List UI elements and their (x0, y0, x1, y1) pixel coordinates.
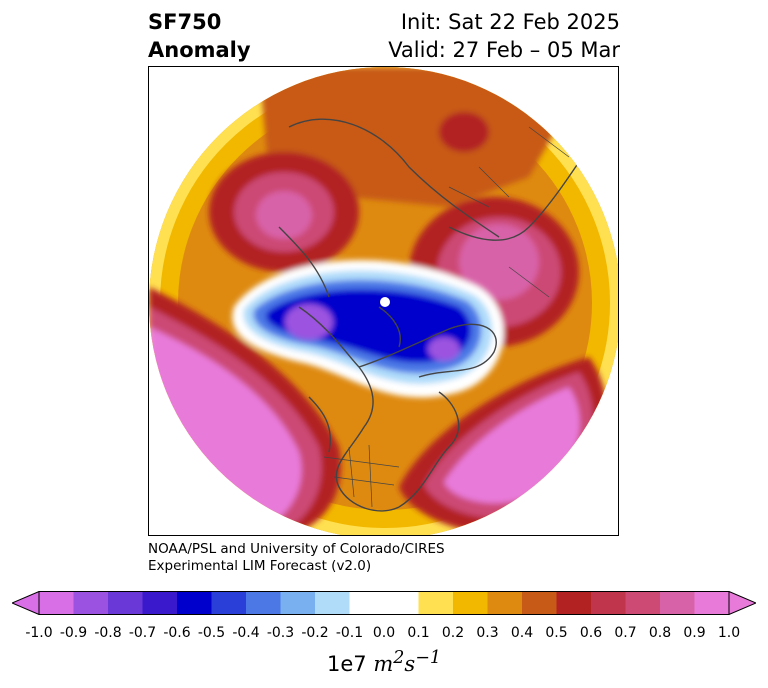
colorbar-tick-label: -0.1 (335, 625, 364, 641)
colorbar-segment (246, 591, 281, 615)
colorbar-tick-label: 0.5 (545, 625, 568, 641)
unit-m: m (373, 652, 394, 676)
colorbar-segment (315, 591, 350, 615)
colorbar-segment (108, 591, 143, 615)
greenland-negative-center (428, 337, 460, 361)
forecast-dates: Init: Sat 22 Feb 2025 Valid: 27 Feb – 05… (388, 8, 620, 64)
colorbar-tick-label: -0.3 (266, 625, 295, 641)
title-variable: SF750 (148, 10, 222, 34)
anomaly-map (149, 67, 618, 535)
title-type: Anomaly (148, 38, 251, 62)
colorbar-tick-labels: -1.0 -0.9 -0.8 -0.7 -0.6 -0.5 -0.4 -0.3 -0.2 -0.1… (0, 625, 768, 645)
positive-center-north (439, 112, 489, 152)
north-pole-marker (380, 297, 390, 307)
colorbar-tick-label: -0.8 (94, 625, 122, 641)
colorbar-tick-label: 0.9 (683, 625, 706, 641)
colorbar-segment (556, 591, 592, 615)
data-credit: NOAA/PSL and University of Colorado/CIRE… (148, 541, 445, 575)
colorbar-segment (694, 591, 730, 615)
atlantic-positive-core (444, 387, 580, 504)
colorbar-segment (73, 591, 109, 615)
colorbar-extend-low (12, 591, 40, 615)
colorbar-tick-label: -0.9 (59, 625, 88, 641)
colorbar-tick-label: 0.3 (476, 625, 499, 641)
map-title: SF750 Anomaly (148, 8, 251, 64)
colorbar-tick-label: -0.6 (163, 625, 191, 641)
unit-s: s (404, 652, 416, 676)
colorbar-tick-label: 0.8 (648, 625, 672, 641)
colorbar-tick-label: 0.1 (407, 625, 430, 641)
colorbar-segment (522, 591, 557, 615)
colorbar-tick-label: 0.7 (614, 625, 637, 641)
colorbar-tick-label: -0.7 (128, 625, 157, 641)
colorbar-segment (142, 591, 178, 615)
colorbar-tick-label: -0.5 (197, 625, 226, 641)
siberia-positive-core (256, 191, 312, 239)
colorbar-segment (349, 591, 385, 615)
coastlines (278, 118, 590, 512)
colorbar-segment (487, 591, 523, 615)
credit-line-1: NOAA/PSL and University of Colorado/CIRE… (148, 541, 445, 557)
colorbar-segment (418, 591, 454, 615)
credit-line-2: Experimental LIM Forecast (v2.0) (148, 558, 372, 574)
colorbar-segment (591, 591, 626, 615)
colorbar-frame (38, 591, 730, 615)
east-positive-core (459, 224, 539, 300)
colorbar-segment (211, 591, 247, 615)
colorbar (12, 591, 756, 615)
borders (323, 126, 570, 508)
colorbar-tick-label: 1.0 (717, 625, 741, 641)
colorbar-segment (177, 591, 212, 615)
colorbar-tick-label: -0.2 (301, 625, 329, 641)
map-panel (148, 66, 619, 536)
unit-s-exponent: −1 (415, 648, 441, 668)
colorbar-segment (39, 591, 74, 615)
colorbar-tick-label: -1.0 (25, 625, 53, 641)
unit-m-exponent: 2 (393, 648, 405, 668)
beaufort-negative-center (285, 304, 333, 340)
colorbar-segment (280, 591, 316, 615)
init-date: Init: Sat 22 Feb 2025 (400, 10, 620, 34)
colorbar-segment (453, 591, 488, 615)
colorbar-tick-label: -0.4 (232, 625, 260, 641)
valid-range: Valid: 27 Feb – 05 Mar (388, 38, 620, 62)
colorbar-tick-label: 0.4 (510, 625, 534, 641)
colorbar-tick-label: 0.6 (579, 625, 603, 641)
colorbar-segment (625, 591, 661, 615)
unit-base: 1e7 (327, 652, 367, 676)
colorbar-unit-label: 1e7 m2s−1 (0, 648, 768, 676)
colorbar-segment (384, 591, 419, 615)
colorbar-extend-high (728, 591, 756, 615)
colorbar-segment (660, 591, 695, 615)
colorbar-tick-label: 0.0 (372, 625, 396, 641)
colorbar-tick-label: 0.2 (441, 625, 465, 641)
